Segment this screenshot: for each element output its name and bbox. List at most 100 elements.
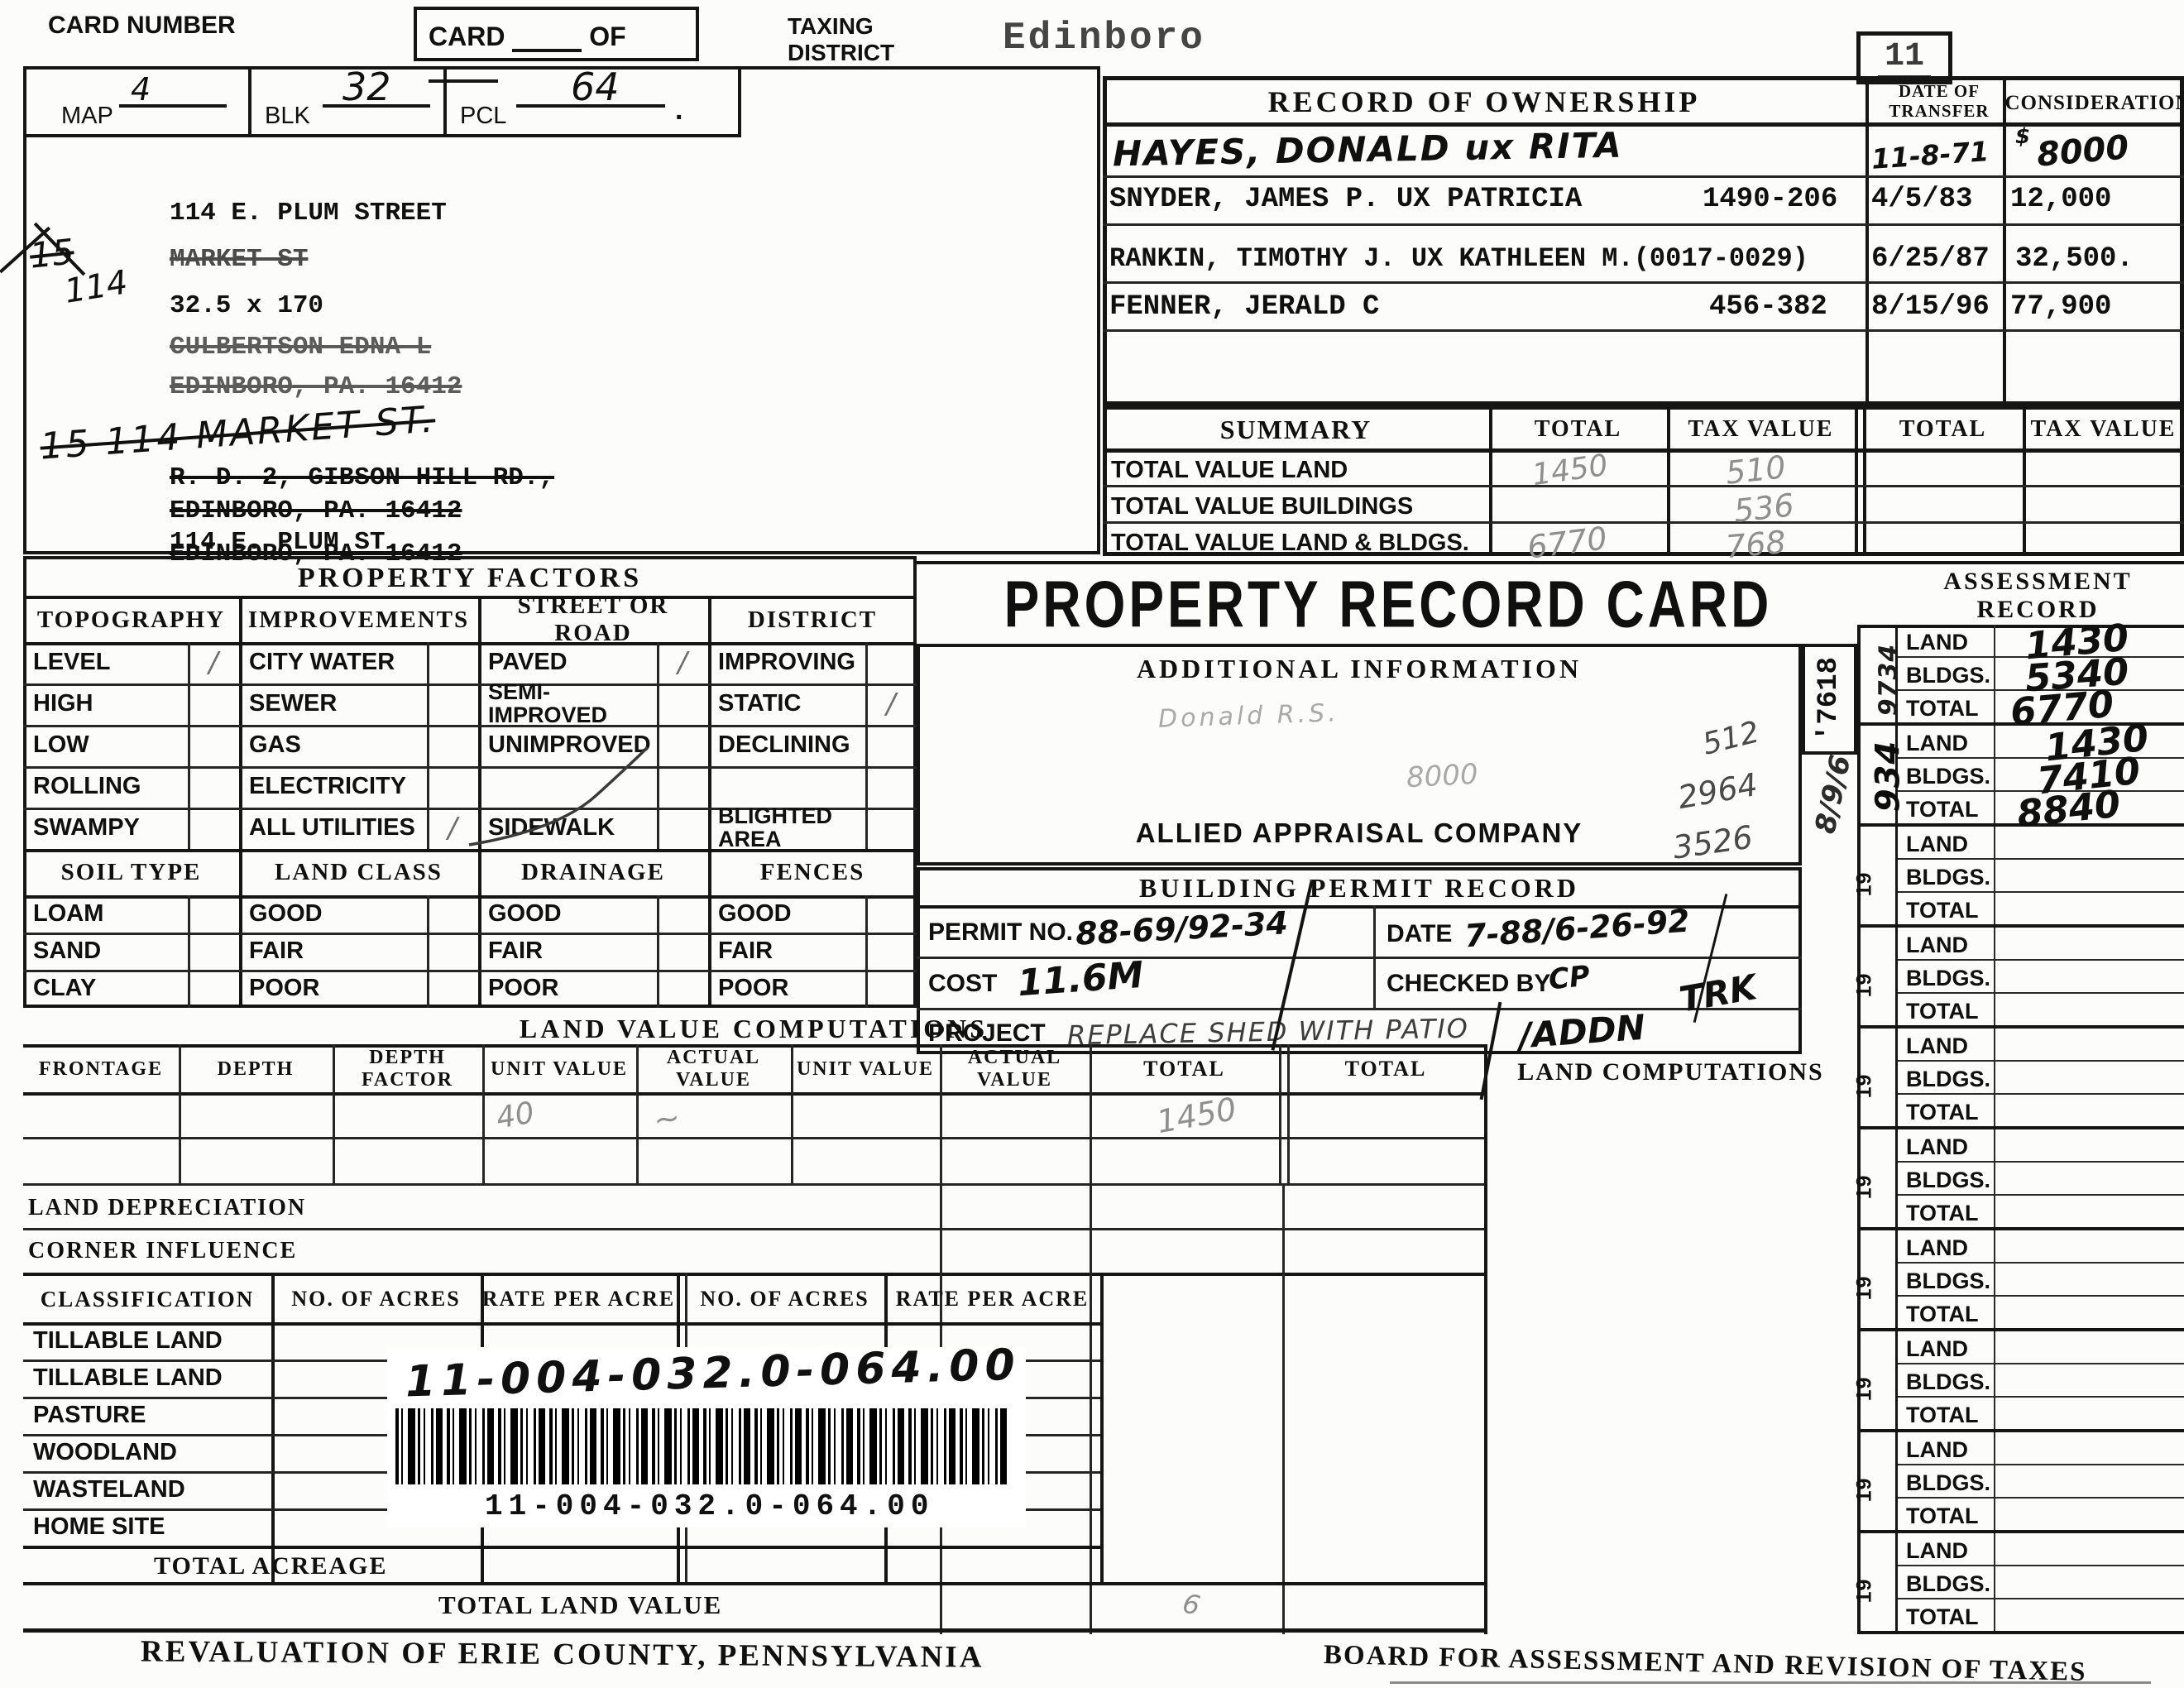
factors-col-header: STREET OR ROAD [517,592,669,646]
transfer-date: 6/25/87 [1871,243,1990,275]
permit-cost-label: COST [928,970,998,997]
factors-col-header: IMPROVEMENTS [247,606,470,633]
factors-rule [23,849,917,852]
soil-type: CLAY [33,974,97,1001]
pcl-blank [516,79,665,108]
building-permit-box [917,867,1802,1054]
assessment-group: 19 LAND BLDGS. TOTAL [1852,827,2184,928]
bldgs-label: BLDGS. [1898,1264,1995,1295]
factor-topography: LOW [33,731,89,759]
footer-left-text: REVALUATION OF ERIE COUNTY, PENNSYLVANIA [140,1634,984,1675]
address-line-struck: MARKET ST [170,245,309,274]
classification-header: RATE PER ACRE [481,1287,676,1311]
total-label: TOTAL [1898,1095,1995,1126]
land-label: LAND [1898,827,1995,858]
tlv-bottom-rule [23,1628,1484,1633]
classification-divider [1100,1273,1104,1582]
lvc-header: TOTAL [1143,1057,1225,1081]
factors-column-divider [708,596,711,1008]
assessment-top-rule [1857,625,2184,628]
factors-row-rule [23,683,917,686]
summary-tax-header: TAX VALUE [1688,416,1834,442]
drainage: FAIR [488,937,544,964]
lvc-divider [636,1044,639,1183]
assessment-year: 19 [1852,1174,1876,1200]
building-permit-title: BUILDING PERMIT RECORD [1139,872,1579,903]
corner-influence-label: CORNER INFLUENCE [28,1238,298,1264]
lvc-row-rule [23,1137,1484,1139]
consideration-value: 8000 [2035,128,2131,175]
factors-col-header: DISTRICT [747,606,878,633]
assessment-group: 19 LAND BLDGS. TOTAL [1852,1533,2184,1634]
factor-district: BLIGHTED AREA [718,803,832,851]
card-word: CARD [429,22,505,51]
land-label: LAND [1898,928,1995,959]
assessment-year: 19 [1852,1578,1876,1604]
lvc-header: DEPTH FACTOR [361,1047,454,1091]
property-factors-box [23,556,917,1008]
electricity-curve-mark [468,746,649,846]
assessment-year-cell: 934 [1861,726,1907,823]
lvc-header: ACTUAL VALUE [666,1047,761,1091]
factors-column-divider [478,596,481,1008]
assessment-group: 19 LAND BLDGS. TOTAL [1852,1129,2184,1230]
lvc-header: DEPTH [217,1057,295,1080]
summary-row-label: TOTAL VALUE LAND & BLDGS. [1111,530,1469,556]
blk-blank [323,79,430,108]
summary-row-label: TOTAL VALUE BUILDINGS [1111,493,1414,520]
owner-name: SNYDER, JAMES P. UX PATRICIA [1109,184,1583,215]
assessment-group: 19 LAND BLDGS. TOTAL [1852,1029,2184,1129]
consideration-value: 32,500. [2015,243,2134,275]
permit-rule [917,957,1802,959]
lvc-header: ACTUAL VALUE [967,1047,1062,1091]
prc-title-wrap: PROPERTY RECORD CARD [917,566,1860,642]
land-label: LAND [1898,1331,1995,1363]
check-mark: / [448,812,457,845]
land-label: LAND [1898,726,1995,757]
assessment-group: 19 LAND BLDGS. TOTAL [1852,1331,2184,1432]
deed-book-page: 456-382 [1709,291,1827,323]
total-label: TOTAL [1898,792,1995,823]
check-cell-divider [657,895,659,1008]
card-number-blank [512,24,582,52]
checked-by-label: CHECKED BY [1387,970,1551,997]
factors-col-header2: LAND CLASS [275,858,443,885]
fences: GOOD [718,899,792,927]
card-number-value: 11 [1877,38,1931,79]
lvc-header: UNIT VALUE [796,1057,935,1080]
pcl-dot: . [675,94,683,126]
check-cell-divider [657,642,659,849]
soil-type: SAND [33,937,102,964]
assessment-year: 19 [1852,1477,1876,1503]
bldgs-label: BLDGS. [1898,759,1995,790]
ownership-header-rule [1103,122,2184,127]
check-cell-divider [865,895,868,1008]
pcl-value: 64 [571,65,620,109]
total-land-value-label: TOTAL LAND VALUE [438,1590,723,1619]
factor-street: PAVED [488,649,568,676]
land-computations-left-border [1484,1044,1487,1634]
lvc-rule [23,1092,1484,1096]
ownership-row-rule [1103,175,2184,178]
taxing-district-label: TAXING DISTRICT [788,13,895,65]
lvc-rule [23,1044,1484,1048]
taxing-district-value: Edinboro [1003,17,1205,60]
drainage: POOR [488,974,559,1001]
parcel-id-printed: 11-004-032.0-064.00 [485,1489,935,1523]
factors-col-header: TOPOGRAPHY [36,606,226,633]
address-line-struck: EDINBORO, PA. 16412 [170,539,462,568]
row-rule [23,1273,1484,1276]
center-top-rule [917,561,2184,564]
summary-row-rule [1103,485,2184,487]
property-factors-title: PROPERTY FACTORS [297,563,643,593]
fences: FAIR [718,937,774,964]
additional-info-title: ADDITIONAL INFORMATION [1136,653,1583,683]
land-class: GOOD [249,899,323,927]
address-line: 114 E. PLUM STREET [170,199,447,228]
factors-col-header2: DRAINAGE [521,858,665,885]
classification-header: CLASSIFICATION [40,1286,255,1312]
summary-row-rule [1103,521,2184,524]
page-title: PROPERTY RECORD CARD [1003,567,1773,641]
land-computations-title: LAND COMPUTATIONS [1517,1058,1824,1086]
